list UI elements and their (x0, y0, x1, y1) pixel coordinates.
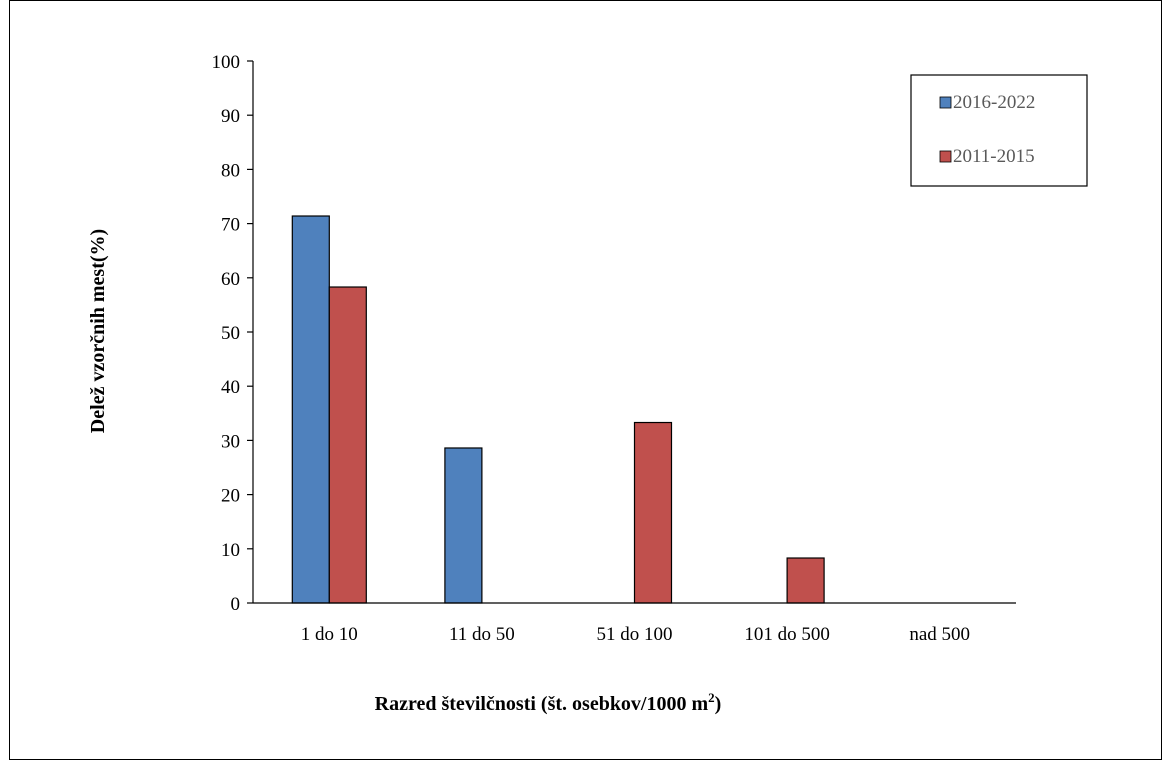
y-tick-label: 10 (221, 540, 240, 561)
legend-label-2011-2015: 2011-2015 (953, 146, 1035, 167)
chart-frame (9, 0, 1162, 760)
y-axis-title: Delež vzorčnih mest(%) (87, 229, 109, 433)
y-tick-label: 60 (221, 269, 240, 290)
y-tick-label: 100 (212, 52, 241, 73)
y-tick-label: 50 (221, 323, 240, 344)
x-tick-label: nad 500 (909, 624, 970, 645)
legend-swatch-2016-2022 (939, 96, 952, 109)
x-axis-title: Razred številčnosti (št. osebkov/1000 m2… (375, 690, 722, 715)
bar-2016-2022-0 (291, 215, 330, 604)
y-tick-label: 40 (221, 377, 240, 398)
x-axis-title-main: Razred številčnosti (št. osebkov/1000 m (375, 693, 709, 715)
legend: 2016-2022 2011-2015 (910, 74, 1088, 187)
x-tick-label: 1 do 10 (301, 624, 358, 645)
x-tick-label: 51 do 100 (597, 624, 673, 645)
y-tick-label: 20 (221, 486, 240, 507)
legend-swatch-2011-2015 (939, 150, 952, 163)
x-tick-label: 11 do 50 (449, 624, 515, 645)
x-axis-title-end: ) (715, 693, 722, 715)
y-tick-label: 80 (221, 160, 240, 181)
bar-2011-2015-3 (786, 557, 825, 604)
bar-2016-2022-1 (444, 447, 483, 604)
x-ticks-group: 1 do 10 11 do 50 51 do 100 101 do 500 nad 50… (301, 624, 970, 645)
y-ticks-group: 0 10 20 30 40 50 60 70 80 90 100 (212, 52, 253, 615)
bar-2011-2015-0 (328, 286, 367, 604)
legend-box (910, 74, 1088, 187)
y-tick-label: 30 (221, 431, 240, 452)
y-tick-label: 0 (231, 594, 241, 615)
y-tick-label: 70 (221, 215, 240, 236)
bars-group (291, 215, 825, 604)
x-axis-title-superscript: 2 (708, 690, 715, 705)
legend-label-2016-2022: 2016-2022 (953, 92, 1035, 113)
x-tick-label: 101 do 500 (744, 624, 830, 645)
y-tick-label: 90 (221, 106, 240, 127)
bar-2011-2015-2 (633, 421, 673, 604)
